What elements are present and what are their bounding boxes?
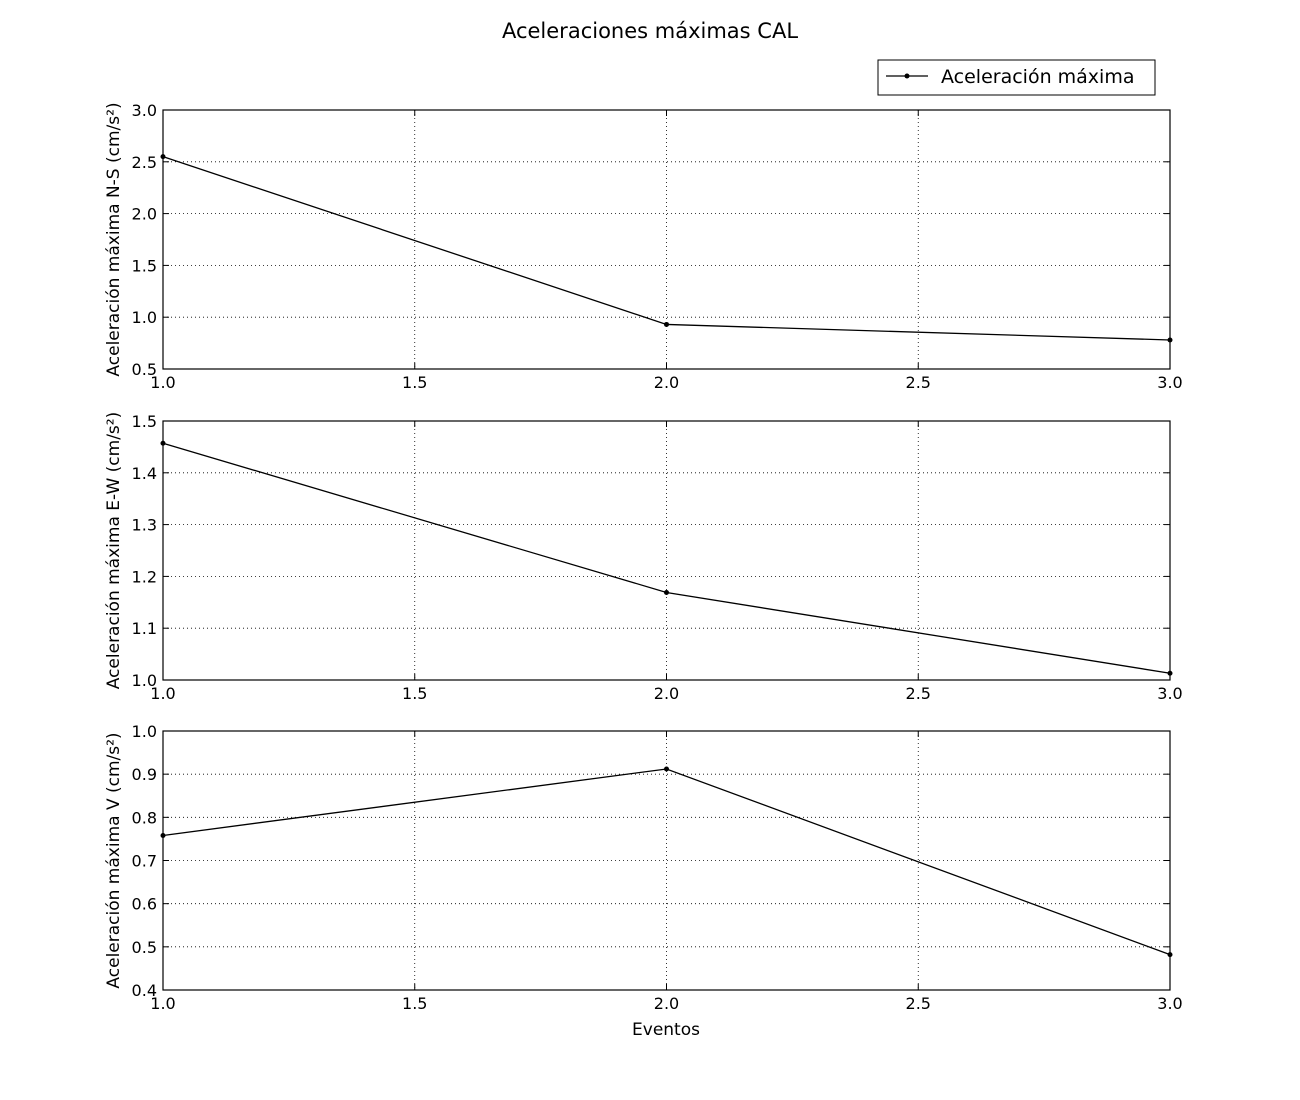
x-tick-label: 1.5 bbox=[402, 684, 427, 703]
x-tick-label: 2.0 bbox=[654, 684, 679, 703]
x-tick-label: 2.5 bbox=[906, 994, 931, 1013]
legend-label: Aceleración máxima bbox=[941, 66, 1134, 88]
y-tick-label: 0.4 bbox=[132, 981, 157, 1000]
plot-frame bbox=[162, 109, 1171, 370]
y-axis-label: Aceleración máxima E-W (cm/s²) bbox=[104, 412, 124, 690]
y-tick-label: 0.9 bbox=[132, 765, 157, 784]
y-tick-label: 1.0 bbox=[132, 722, 157, 741]
legend-box bbox=[877, 59, 1156, 96]
y-tick-label: 1.4 bbox=[132, 464, 157, 483]
x-tick-label: 1.5 bbox=[402, 994, 427, 1013]
x-tick-label: 3.0 bbox=[1157, 994, 1182, 1013]
x-tick-label: 2.5 bbox=[906, 373, 931, 392]
plot-frame bbox=[162, 420, 1171, 681]
y-tick-label: 1.2 bbox=[132, 567, 157, 586]
y-axis-label: Aceleración máxima V (cm/s²) bbox=[104, 732, 124, 988]
y-tick-label: 1.0 bbox=[132, 671, 157, 690]
x-tick-label: 2.5 bbox=[906, 684, 931, 703]
y-tick-label: 1.5 bbox=[132, 412, 157, 431]
y-tick-label: 1.1 bbox=[132, 619, 157, 638]
y-tick-label: 1.3 bbox=[132, 516, 157, 535]
legend-marker bbox=[904, 73, 910, 79]
y-tick-label: 2.0 bbox=[132, 205, 157, 224]
x-tick-label: 1.0 bbox=[150, 994, 175, 1013]
data-point bbox=[664, 321, 669, 327]
subplot-2: 1.0 1.5 2.0 2.5 3.0 1.0 1.1 1.2 1.3 1.4 1.5 Acelera… bbox=[104, 412, 1183, 703]
y-tick-label: 0.6 bbox=[132, 895, 157, 914]
data-point bbox=[664, 589, 669, 595]
x-tick-label: 1.5 bbox=[402, 373, 427, 392]
y-tick-label: 3.0 bbox=[132, 101, 157, 120]
subplots: 1.0 1.5 2.0 2.5 3.00.51.01.52.02.53.0Acelera… bbox=[104, 101, 1183, 1013]
x-axis-label: Eventos bbox=[632, 1020, 700, 1040]
data-point bbox=[664, 766, 669, 772]
x-tick-label: 3.0 bbox=[1157, 373, 1182, 392]
x-tick-label: 2.0 bbox=[654, 373, 679, 392]
plot-frame bbox=[162, 730, 1171, 991]
y-tick-label: 0.5 bbox=[132, 938, 157, 957]
x-tick-label: 1.0 bbox=[150, 373, 175, 392]
series-line bbox=[162, 768, 1171, 956]
legend: Aceleración máxima bbox=[877, 59, 1156, 96]
y-tick-label: 2.5 bbox=[132, 153, 157, 172]
y-tick-label: 1.5 bbox=[132, 256, 157, 275]
y-axis-label: Aceleración máxima N-S (cm/s²) bbox=[104, 102, 124, 376]
x-tick-label: 1.0 bbox=[150, 684, 175, 703]
subplot-3: 1.0 1.5 2.0 2.5 3.0 0.4 0.5 0.6 0.7 0.8 0.9 1.0 Acel… bbox=[104, 722, 1183, 1013]
x-tick-label: 3.0 bbox=[1157, 684, 1182, 703]
chart-title: Aceleraciones máximas CAL bbox=[502, 19, 798, 43]
y-tick-label: 0.5 bbox=[132, 360, 157, 379]
y-tick-label: 0.8 bbox=[132, 808, 157, 827]
subplot-1: 1.0 1.5 2.0 2.5 3.00.51.01.52.02.53.0Acelera… bbox=[104, 101, 1183, 392]
x-tick-label: 2.0 bbox=[654, 994, 679, 1013]
series-line bbox=[162, 156, 1171, 341]
y-tick-label: 0.7 bbox=[132, 852, 157, 871]
y-tick-label: 1.0 bbox=[132, 308, 157, 327]
